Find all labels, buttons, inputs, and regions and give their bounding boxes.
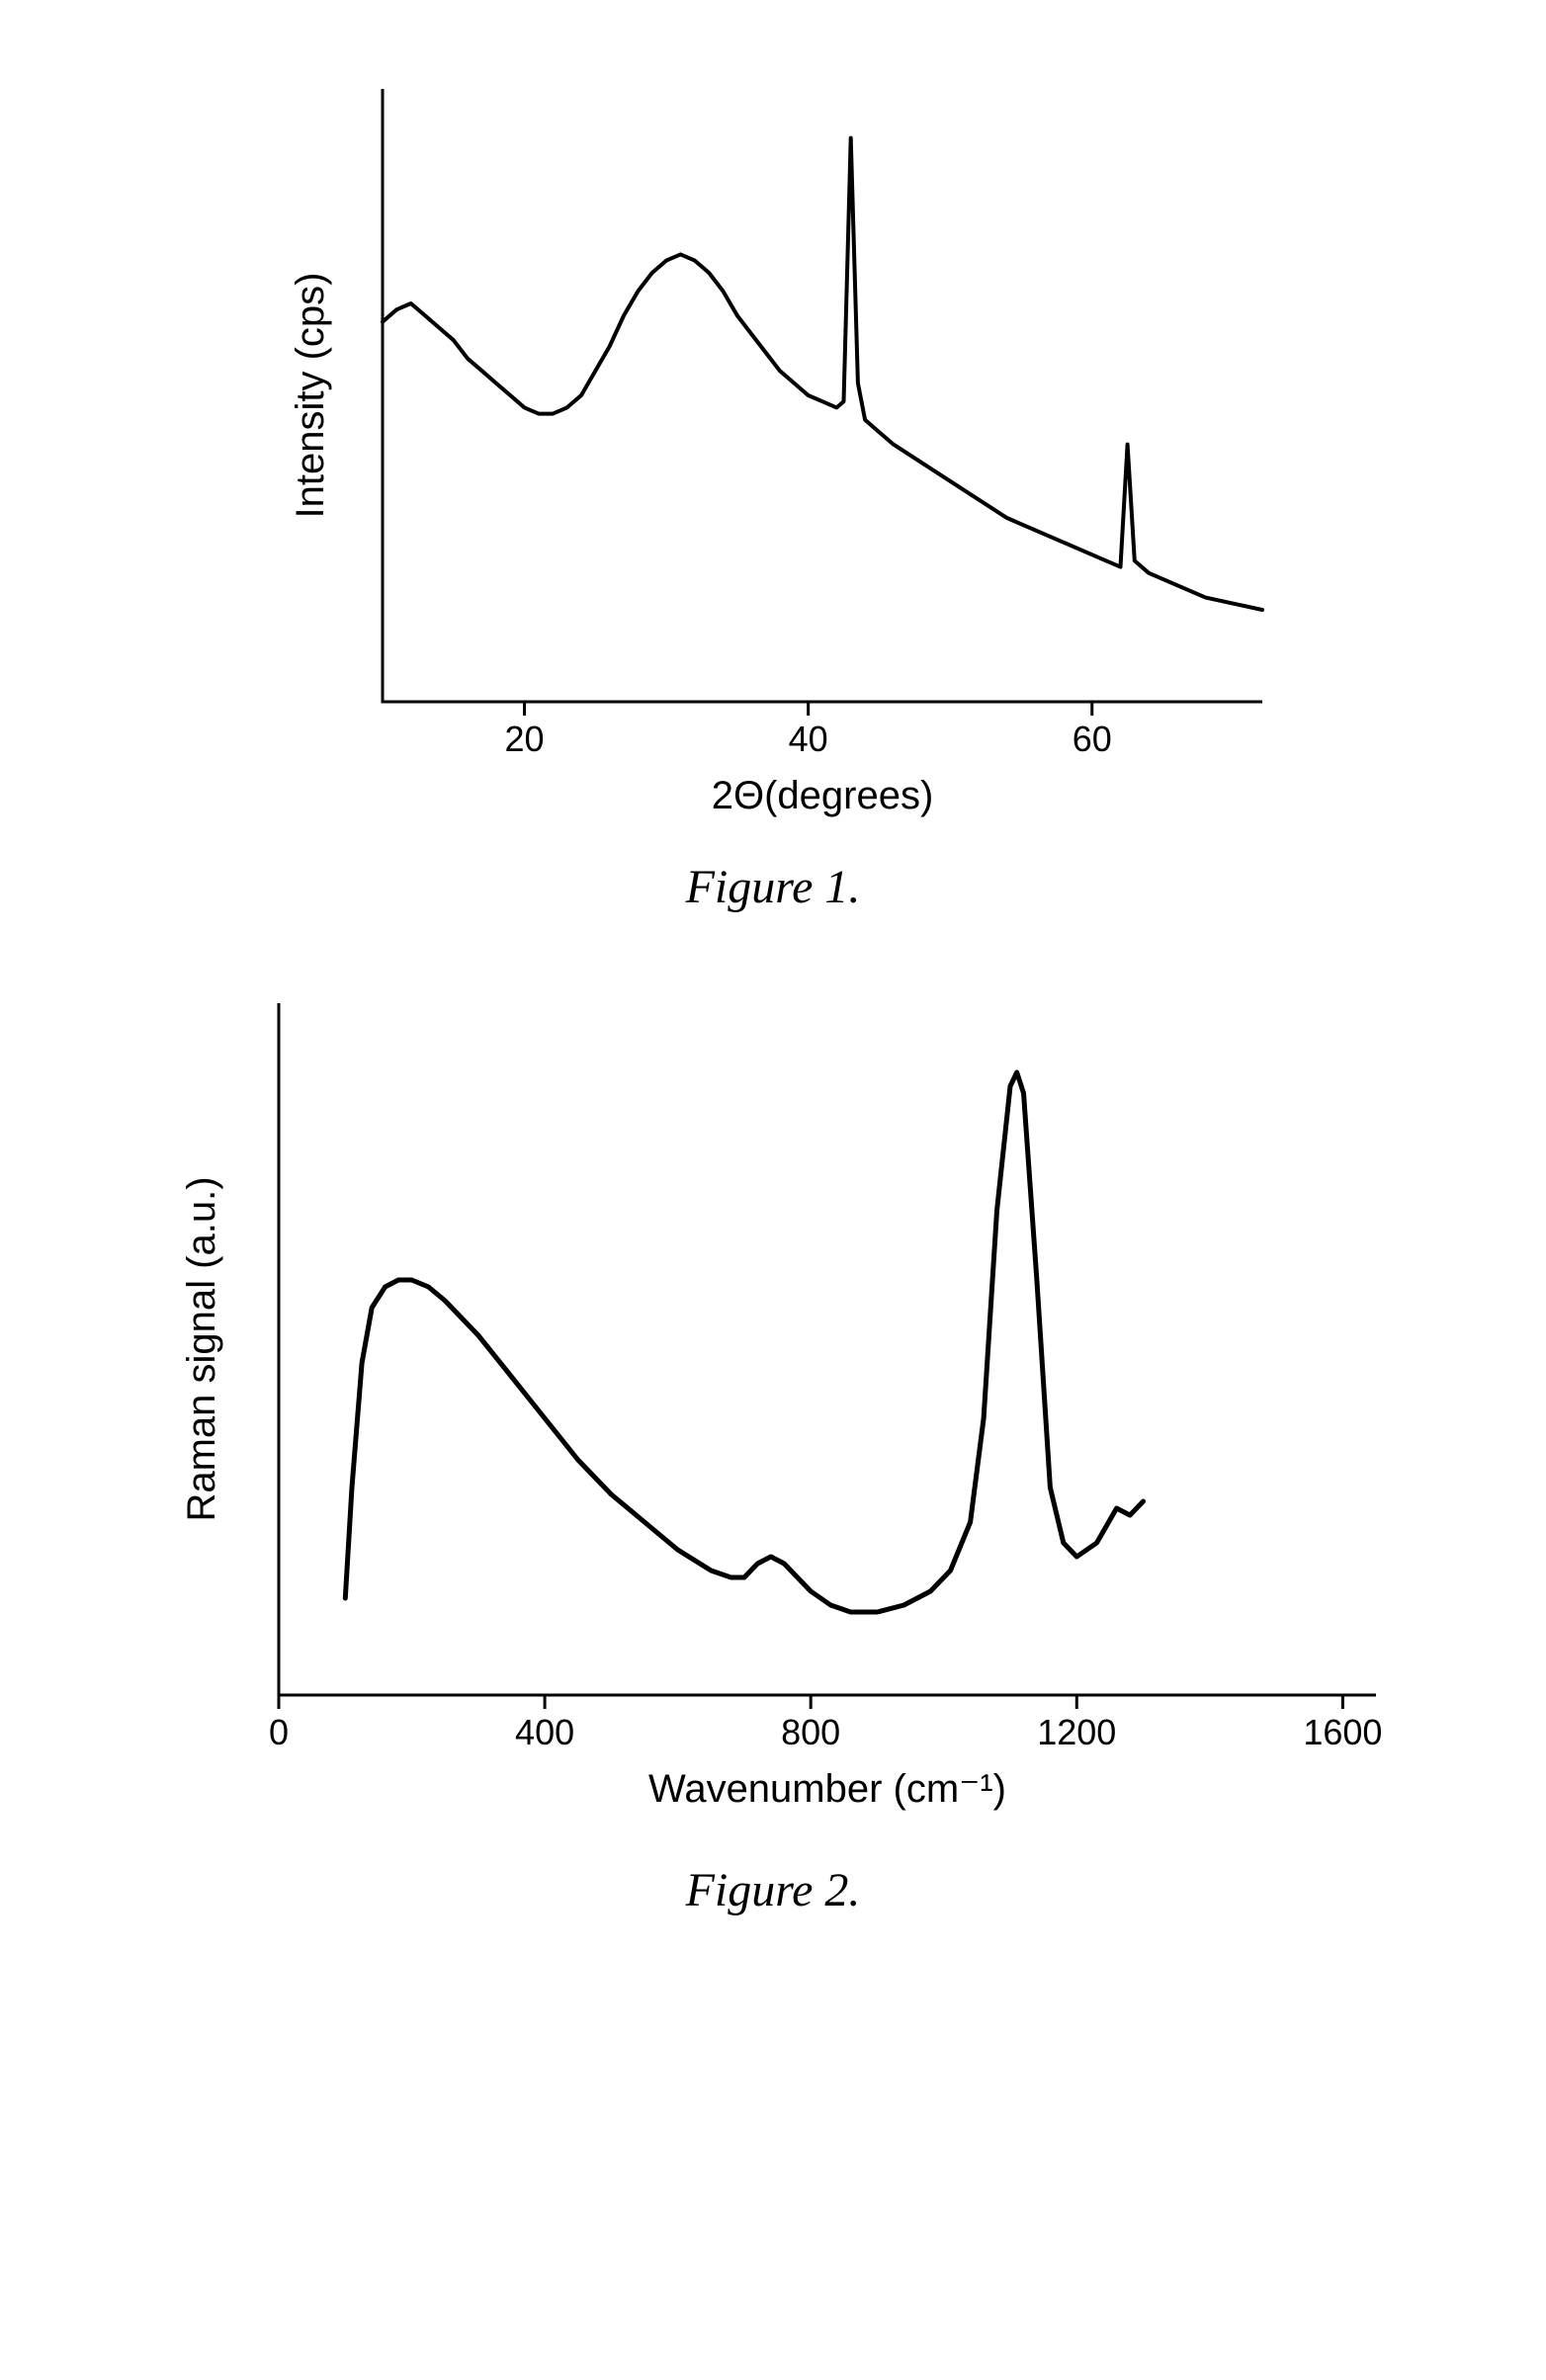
x-tick-label: 40 (789, 719, 828, 759)
figure-1-caption: Figure 1. (686, 860, 861, 914)
y-axis-label: Raman signal (a.u.) (180, 1176, 223, 1521)
y-axis-label: Intensity (cps) (289, 273, 332, 519)
x-axis-label: 2Θ(degrees) (712, 774, 934, 817)
figure-2-block: 0 400 800 1200 1600 Wavenumber (cm⁻¹) Raman si… (140, 974, 1406, 1917)
x-tick-label: 1600 (1303, 1712, 1382, 1752)
x-tick-label: 20 (505, 719, 545, 759)
x-tick-label: 800 (781, 1712, 840, 1752)
page-container: 20 40 60 2Θ(degrees) Intensity (cps) Figure … (0, 0, 1546, 2380)
x-tick-label: 0 (269, 1712, 289, 1752)
x-axis-label: Wavenumber (cm⁻¹) (648, 1767, 1006, 1811)
figure-1-chart: 20 40 60 2Θ(degrees) Intensity (cps) (254, 59, 1292, 830)
x-tick-label: 60 (1073, 719, 1112, 759)
figure-1-block: 20 40 60 2Θ(degrees) Intensity (cps) Figure … (254, 59, 1292, 914)
figure-2-chart: 0 400 800 1200 1600 Wavenumber (cm⁻¹) Raman si… (140, 974, 1406, 1833)
x-tick-label: 1200 (1037, 1712, 1116, 1752)
figure-2-caption: Figure 2. (686, 1863, 861, 1917)
x-tick-label: 400 (515, 1712, 574, 1752)
